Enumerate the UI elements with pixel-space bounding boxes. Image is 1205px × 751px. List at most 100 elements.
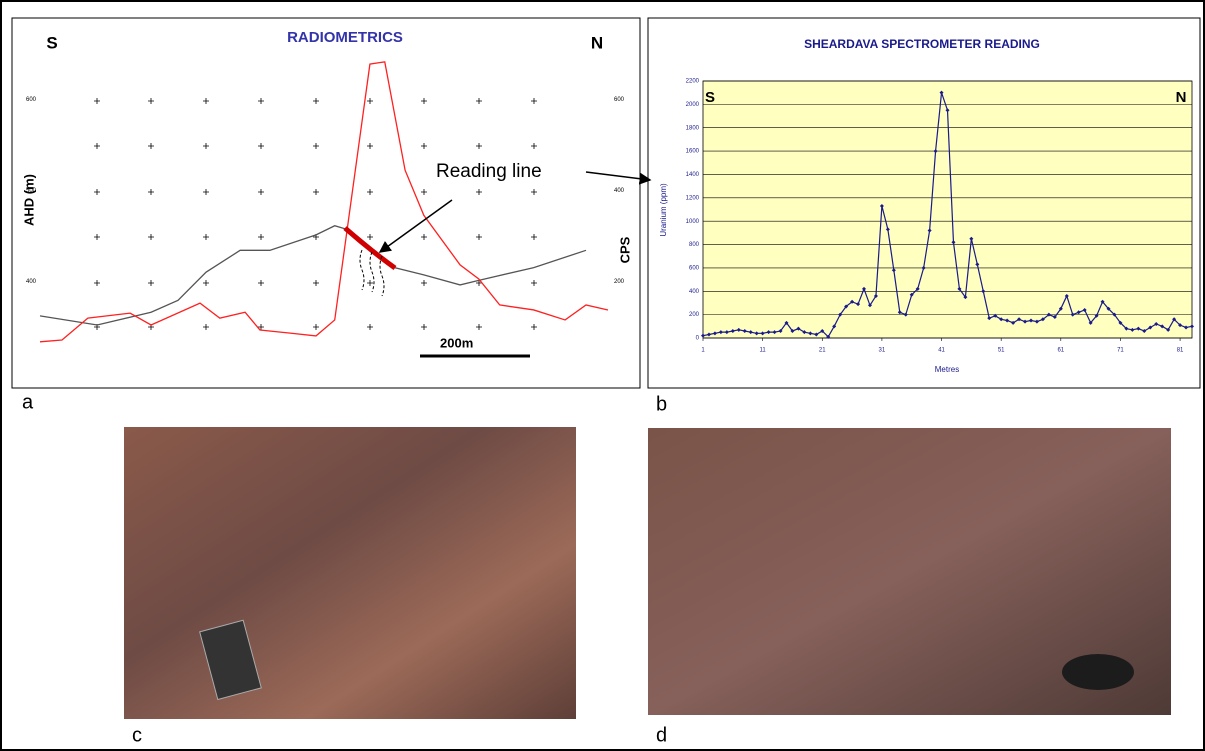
- point: [808, 331, 813, 336]
- grid-cross: [258, 143, 264, 149]
- point: [951, 240, 956, 245]
- grid-cross: [531, 98, 537, 104]
- grid-cross: [203, 189, 209, 195]
- y-tick-label: 1400: [686, 172, 700, 178]
- grid-cross: [203, 234, 209, 240]
- grid-cross: [203, 324, 209, 330]
- point: [701, 333, 705, 338]
- y-tick-label: 400: [26, 279, 37, 285]
- grid-cross: [94, 143, 100, 149]
- point: [945, 108, 950, 113]
- point: [784, 320, 789, 325]
- point: [1005, 318, 1010, 323]
- point: [1148, 325, 1153, 330]
- grid-cross: [531, 234, 537, 240]
- point: [873, 293, 878, 298]
- grid-cross: [258, 98, 264, 104]
- grid-cross: [476, 280, 482, 286]
- grid-cross: [148, 234, 154, 240]
- grid-cross: [313, 98, 319, 104]
- point: [1172, 317, 1177, 322]
- grid-cross: [148, 143, 154, 149]
- grid-cross: [258, 189, 264, 195]
- point: [1142, 328, 1147, 333]
- point: [1136, 326, 1141, 331]
- grid-cross: [313, 324, 319, 330]
- grid-cross: [258, 280, 264, 286]
- y-tick-label: 200: [689, 312, 700, 318]
- point: [862, 286, 867, 291]
- point: [724, 330, 729, 335]
- y-tick-label: 1800: [686, 125, 700, 131]
- point: [1040, 317, 1045, 322]
- x-tick-label: 81: [1177, 348, 1184, 354]
- point: [826, 334, 831, 339]
- series-line: [39, 225, 587, 326]
- reading-segment: [343, 226, 397, 271]
- grid-cross: [258, 324, 264, 330]
- grid-cross: [531, 280, 537, 286]
- point: [838, 312, 843, 317]
- point: [760, 331, 765, 336]
- point: [820, 328, 825, 333]
- scale-label: 200m: [440, 335, 473, 350]
- point: [778, 328, 783, 333]
- point: [1124, 326, 1129, 331]
- point: [915, 286, 920, 291]
- grid-cross: [476, 98, 482, 104]
- x-tick-label: 1: [701, 348, 705, 354]
- point: [909, 292, 914, 297]
- point: [1052, 314, 1057, 319]
- grid-cross: [421, 234, 427, 240]
- y-axis-label: Uranium (ppm): [659, 183, 668, 237]
- point: [814, 332, 819, 337]
- y2-tick-label: 200: [614, 279, 625, 285]
- point: [802, 330, 807, 335]
- point: [1160, 324, 1165, 329]
- y-tick-label: 0: [696, 336, 700, 342]
- grid-cross: [421, 98, 427, 104]
- grid-cross: [258, 234, 264, 240]
- side-label: N: [1176, 89, 1187, 106]
- grid-cross: [367, 234, 373, 240]
- annotation: Reading line: [436, 161, 542, 182]
- y-axis-label: AHD (m): [21, 174, 36, 226]
- grid-cross: [94, 234, 100, 240]
- bag: [1062, 654, 1134, 690]
- grid-cross: [476, 143, 482, 149]
- grid-cross: [367, 143, 373, 149]
- arrow: [585, 171, 652, 185]
- point: [706, 332, 711, 337]
- grid-cross: [476, 189, 482, 195]
- point: [730, 328, 735, 333]
- side-label: N: [591, 33, 603, 52]
- point: [897, 310, 902, 315]
- point: [1106, 306, 1111, 311]
- y2-tick-label: 600: [614, 97, 625, 103]
- side-label: S: [705, 89, 715, 106]
- point: [736, 327, 741, 332]
- grid-cross: [367, 189, 373, 195]
- y-tick-label: 1200: [686, 195, 700, 201]
- grid-cross: [148, 98, 154, 104]
- spectrometer: [199, 619, 262, 701]
- point: [957, 286, 962, 291]
- point: [790, 328, 795, 333]
- panel-label: d: [656, 724, 667, 746]
- grid-cross: [421, 189, 427, 195]
- point: [796, 326, 801, 331]
- point: [832, 324, 837, 329]
- x-tick-label: 61: [1057, 348, 1064, 354]
- y-tick-label: 500: [26, 188, 37, 194]
- point: [1046, 312, 1051, 317]
- point: [844, 304, 849, 309]
- point: [1023, 319, 1028, 324]
- point: [1154, 321, 1159, 326]
- point: [1064, 293, 1069, 298]
- point: [1190, 324, 1194, 329]
- point: [921, 265, 926, 270]
- point: [1178, 323, 1183, 328]
- grid-cross: [531, 189, 537, 195]
